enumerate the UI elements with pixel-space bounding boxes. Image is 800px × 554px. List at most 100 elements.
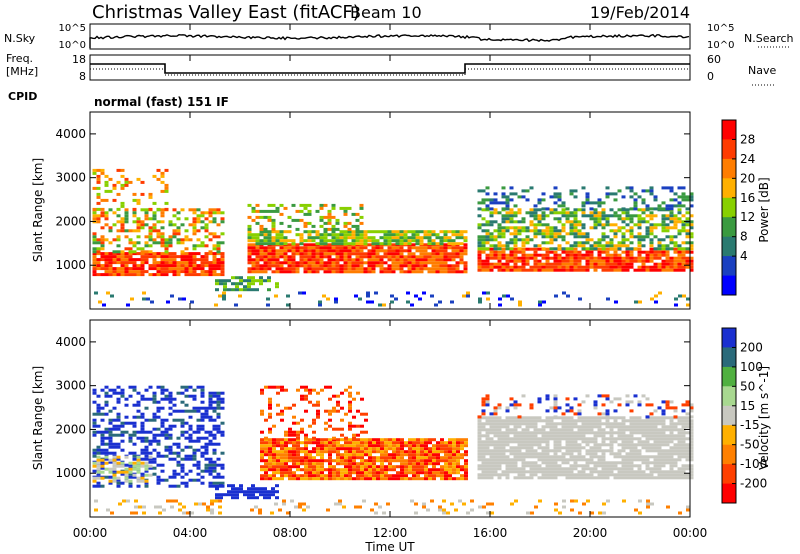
power-cell bbox=[315, 252, 320, 256]
velocity-cell bbox=[116, 476, 121, 480]
velocity-cell bbox=[184, 388, 189, 392]
velocity-cell bbox=[368, 444, 372, 448]
power-cell bbox=[267, 209, 272, 213]
velocity-cell bbox=[348, 391, 352, 395]
velocity-cell bbox=[216, 412, 221, 416]
power-cell bbox=[489, 211, 494, 215]
velocity-cell bbox=[136, 403, 141, 407]
velocity-cell bbox=[180, 475, 185, 479]
power-cell bbox=[649, 268, 654, 272]
velocity-cell bbox=[589, 452, 594, 456]
velocity-cell bbox=[308, 438, 312, 442]
velocity-cell bbox=[673, 470, 678, 474]
power-cell bbox=[493, 250, 498, 254]
power-cell bbox=[501, 217, 506, 221]
power-cell bbox=[140, 255, 145, 259]
velocity-cell bbox=[428, 438, 432, 442]
power-cell bbox=[307, 255, 312, 259]
velocity-cell bbox=[152, 400, 157, 404]
power-cell bbox=[455, 255, 460, 259]
velocity-cell bbox=[340, 477, 344, 481]
velocity-cell bbox=[637, 470, 642, 474]
velocity-cell bbox=[160, 385, 165, 389]
power-cell bbox=[577, 232, 582, 236]
velocity-cell bbox=[328, 474, 332, 478]
power-cell bbox=[581, 214, 586, 218]
velocity-cell bbox=[344, 456, 348, 460]
power-cell bbox=[168, 235, 173, 239]
velocity-cell bbox=[251, 487, 255, 491]
power-cell bbox=[521, 262, 526, 266]
velocity-cell bbox=[645, 446, 650, 450]
velocity-cell bbox=[521, 440, 526, 444]
velocity-cell bbox=[308, 474, 312, 478]
power-cell bbox=[387, 246, 392, 250]
velocity-cell bbox=[593, 406, 598, 410]
power-cell bbox=[136, 273, 141, 277]
power-cell bbox=[634, 300, 638, 304]
power-cell bbox=[291, 261, 296, 265]
power-cell bbox=[597, 241, 602, 245]
power-cell bbox=[390, 294, 394, 298]
velocity-cell bbox=[192, 448, 197, 452]
velocity-cell bbox=[613, 437, 618, 441]
velocity-cell bbox=[529, 443, 534, 447]
velocity-cell bbox=[124, 470, 129, 474]
velocity-cell bbox=[168, 427, 173, 431]
velocity-cell bbox=[215, 496, 219, 500]
power-cell bbox=[176, 270, 181, 274]
velocity-cell bbox=[412, 438, 416, 442]
power-cell bbox=[184, 258, 189, 262]
velocity-cell bbox=[108, 394, 113, 398]
power-cell bbox=[279, 230, 284, 234]
power-cell bbox=[160, 189, 165, 193]
power-cell bbox=[180, 241, 185, 245]
velocity-cell bbox=[148, 460, 153, 464]
velocity-cell bbox=[657, 458, 662, 462]
power-cell bbox=[216, 261, 221, 265]
velocity-cell bbox=[215, 487, 219, 491]
power-cell bbox=[593, 226, 598, 230]
velocity-cell bbox=[216, 406, 221, 410]
velocity-cell bbox=[464, 474, 468, 478]
power-cell bbox=[553, 232, 558, 236]
velocity-cell bbox=[408, 477, 412, 481]
power-cell bbox=[359, 215, 364, 219]
velocity-cell bbox=[368, 474, 372, 478]
velocity-cell bbox=[485, 416, 490, 420]
power-cell bbox=[255, 221, 260, 225]
power-cell bbox=[505, 217, 510, 221]
power-cell bbox=[657, 262, 662, 266]
power-cell bbox=[629, 253, 634, 257]
velocity-cell bbox=[140, 436, 145, 440]
velocity-cell bbox=[356, 474, 360, 478]
power-cell bbox=[331, 206, 336, 210]
power-cell bbox=[156, 261, 161, 265]
velocity-cell bbox=[517, 470, 522, 474]
velocity-cell bbox=[601, 403, 606, 407]
power-cell bbox=[212, 273, 217, 277]
velocity-cell bbox=[316, 477, 320, 481]
power-cell bbox=[545, 262, 550, 266]
power-cell bbox=[128, 267, 133, 271]
velocity-cell bbox=[116, 412, 121, 416]
velocity-cell bbox=[364, 477, 368, 481]
power-cell bbox=[597, 262, 602, 266]
velocity-cell bbox=[533, 467, 538, 471]
power-cell bbox=[681, 247, 686, 251]
power-cell bbox=[363, 261, 368, 265]
power-ytick-label: 4000 bbox=[55, 127, 86, 141]
velocity-cell bbox=[521, 461, 526, 465]
power-cell bbox=[435, 233, 440, 237]
power-cell bbox=[160, 235, 165, 239]
velocity-cell bbox=[589, 431, 594, 435]
velocity-cell bbox=[180, 463, 185, 467]
power-cell bbox=[160, 273, 165, 277]
velocity-cell bbox=[489, 449, 494, 453]
velocity-cell bbox=[296, 447, 300, 451]
power-cell bbox=[218, 294, 222, 298]
power-cell bbox=[411, 264, 416, 268]
velocity-cell bbox=[264, 444, 268, 448]
power-cell bbox=[525, 198, 530, 202]
power-cell bbox=[677, 253, 682, 257]
